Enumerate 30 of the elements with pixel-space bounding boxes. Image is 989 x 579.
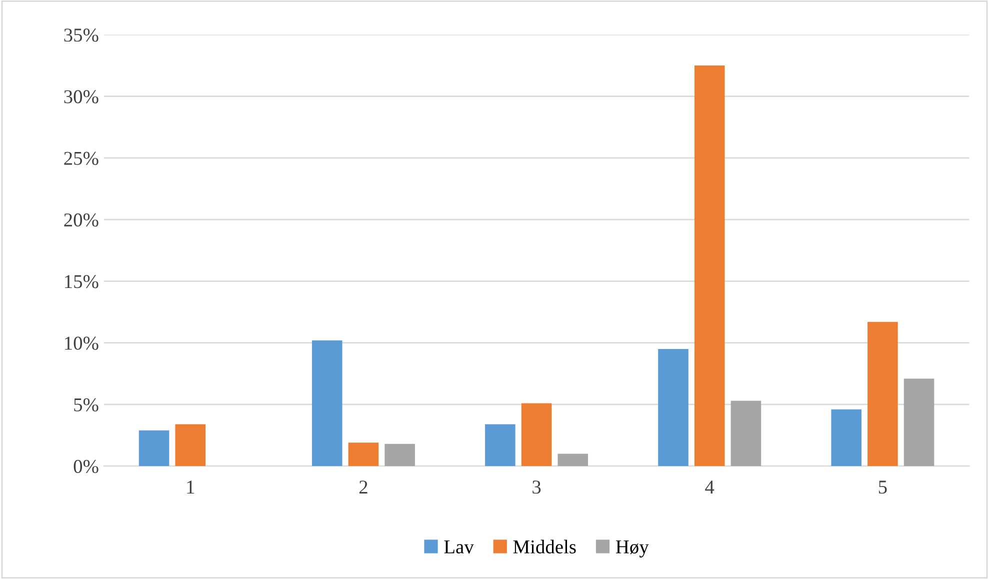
x-tick-label: 5 xyxy=(878,480,887,494)
legend-label: Middels xyxy=(513,540,576,554)
x-tick-label: 4 xyxy=(705,480,714,494)
y-tick-label: 20% xyxy=(64,213,98,227)
bar xyxy=(521,403,552,466)
bar xyxy=(312,340,342,466)
bar xyxy=(694,66,725,466)
legend-label: Høy xyxy=(616,540,649,558)
y-tick-label: 10% xyxy=(65,336,98,350)
bar xyxy=(384,444,415,466)
x-tick-label: 3 xyxy=(532,480,541,494)
x-tick-label: 2 xyxy=(359,480,368,494)
bar xyxy=(348,442,379,466)
bar xyxy=(558,454,588,466)
y-tick-label: 5% xyxy=(74,398,98,412)
bar xyxy=(658,349,688,466)
bar xyxy=(904,378,934,466)
bar xyxy=(485,424,516,466)
y-tick-label: 35% xyxy=(64,28,98,42)
bar xyxy=(831,409,862,466)
bar xyxy=(175,424,206,466)
y-tick-label: 30% xyxy=(64,90,98,104)
bar xyxy=(868,322,898,466)
bar xyxy=(730,400,762,466)
y-tick-label: 15% xyxy=(65,275,98,288)
legend-label: Lav xyxy=(444,540,474,554)
y-tick-label: 0% xyxy=(74,460,98,474)
x-tick-label: 1 xyxy=(187,480,194,494)
bar xyxy=(138,430,170,466)
y-tick-label: 25% xyxy=(64,152,98,165)
